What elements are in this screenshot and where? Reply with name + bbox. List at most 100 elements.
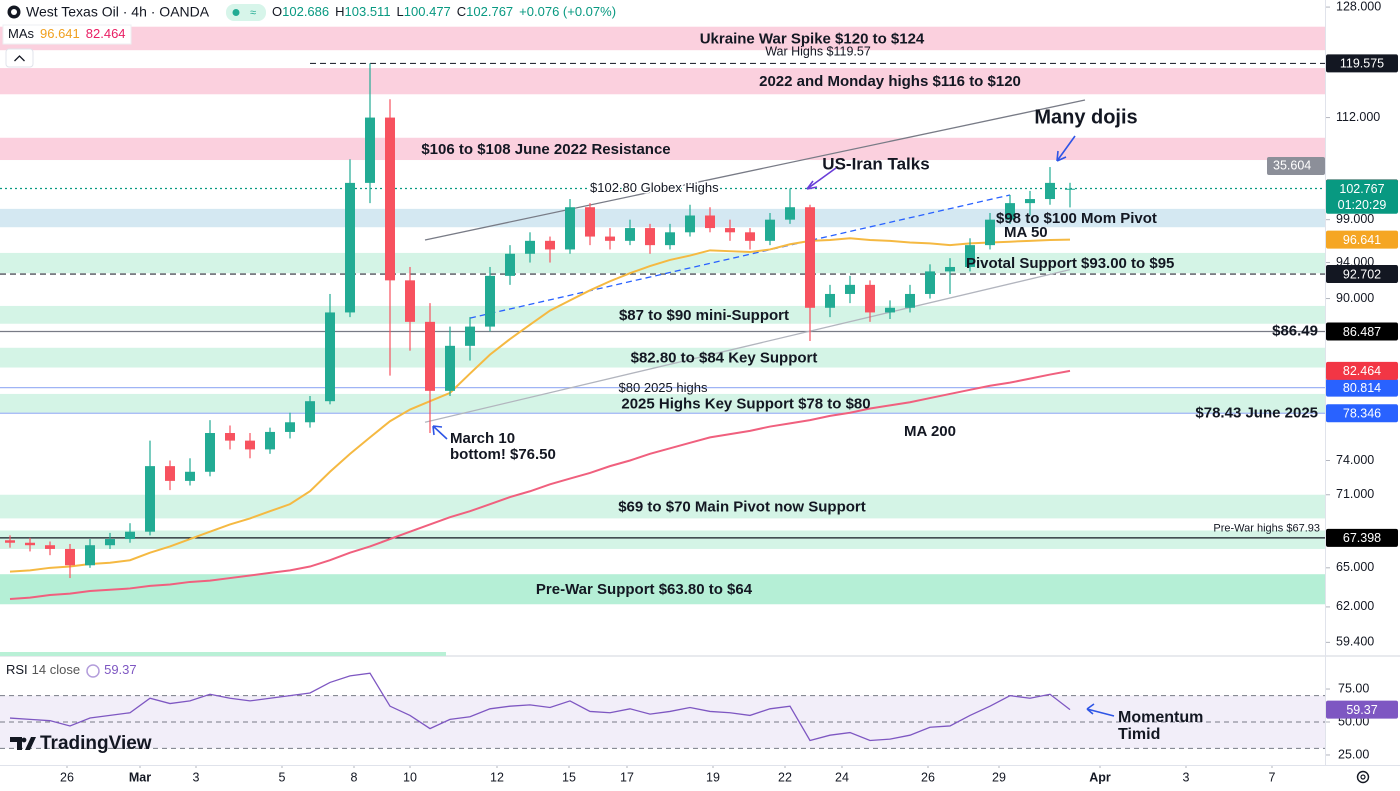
candle-body <box>545 240 555 250</box>
candle-body <box>185 471 195 481</box>
x-tick-label: 29 <box>992 770 1006 784</box>
badge-icon: ≈ <box>250 7 256 19</box>
rsi-tick-label: 75.00 <box>1338 681 1369 695</box>
candle-body <box>145 466 155 532</box>
level-price-box <box>1326 528 1398 547</box>
ohlc-label: C <box>457 4 466 19</box>
ohlc-value: 100.477 <box>404 4 451 19</box>
ohlc-label: O <box>272 4 282 19</box>
x-tick-label: 5 <box>279 770 286 784</box>
ma-value: 96.641 <box>40 26 80 41</box>
rsi-subtitle: 14 close <box>32 662 80 677</box>
candle-body <box>325 312 335 402</box>
level-price-box <box>1326 404 1398 423</box>
candle-body <box>105 539 115 546</box>
x-tick-label: 26 <box>921 770 935 784</box>
level-price-box <box>1326 54 1398 73</box>
scroll-bar <box>0 652 446 656</box>
zone-label: 2022 and Monday highs $116 to $120 <box>759 73 1021 90</box>
candle-body <box>745 232 755 241</box>
level-price: 80.814 <box>1343 381 1381 395</box>
candle-body <box>225 433 235 441</box>
annotation: MA 200 <box>904 423 956 440</box>
marks <box>5 63 1075 742</box>
arrow <box>1056 135 1076 162</box>
level-price: 119.575 <box>1340 57 1384 71</box>
level-label: $86.49 <box>1272 322 1318 339</box>
rsi-header: RSI 14 close 59.37 <box>6 662 137 677</box>
candle-body <box>165 466 175 481</box>
candle-body <box>305 401 315 423</box>
status-badge[interactable] <box>226 4 266 21</box>
candle-body <box>725 228 735 233</box>
y-tick-label: 112.000 <box>1336 110 1380 124</box>
ohlc-value: 102.767 <box>466 4 513 19</box>
x-tick-label: 8 <box>351 770 358 784</box>
candle-body <box>1065 188 1075 190</box>
trendline <box>469 194 1011 319</box>
candle-body <box>385 117 395 281</box>
countdown: 01:20:29 <box>1338 198 1387 212</box>
moving-average <box>9 369 1071 600</box>
level-price: 92.702 <box>1343 267 1381 281</box>
zone-label: $106 to $108 June 2022 Resistance <box>421 141 670 158</box>
rsi-price-box <box>1326 700 1398 719</box>
level-label: War Highs $119.57 <box>765 45 871 59</box>
candle-body <box>585 207 595 237</box>
candle-body <box>245 440 255 450</box>
candle-body <box>1005 203 1015 220</box>
zone-label: $69 to $70 Main Pivot now Support <box>618 499 866 516</box>
annotation: MA 50 <box>1004 224 1048 241</box>
ma-row: MAs 96.641 82.464 <box>8 26 126 41</box>
level-price: 78.346 <box>1343 407 1381 421</box>
zone-label: Pivotal Support $93.00 to $95 <box>966 255 1174 272</box>
candle-body <box>485 275 495 327</box>
settings-icon[interactable] <box>1356 770 1370 784</box>
annotation: bottom! $76.50 <box>450 446 556 463</box>
candle-body <box>425 321 435 391</box>
candle-body <box>645 228 655 246</box>
candle-body <box>405 280 415 322</box>
candle-body <box>685 215 695 233</box>
candle-body <box>885 307 895 313</box>
brand: TradingView <box>40 733 152 754</box>
x-tick-label: 15 <box>562 770 576 784</box>
y-tick-label: 59.400 <box>1336 635 1374 649</box>
candle-body <box>785 207 795 220</box>
candle-body <box>565 207 575 250</box>
zone <box>0 494 1325 519</box>
partial-box <box>1267 157 1325 175</box>
ohlc-row: O102.686 H103.511 L100.477 C102.767 +0.076 (… <box>272 4 616 19</box>
level-price-box <box>1326 378 1398 397</box>
arrow <box>432 425 448 440</box>
candle-body <box>265 431 275 450</box>
arrow <box>806 167 837 190</box>
level-price-box <box>1326 265 1398 284</box>
candle-body <box>865 284 875 313</box>
y-tick-label: 62.000 <box>1336 599 1374 613</box>
ma-value: 82.464 <box>86 26 126 41</box>
x-tick-label: 10 <box>403 770 417 784</box>
chart-title: West Texas Oil · 4h · OANDA <box>26 4 210 20</box>
zone <box>0 68 1325 95</box>
y-tick-label: 99.000 <box>1336 212 1374 226</box>
y-tick-label: 74.000 <box>1336 453 1374 467</box>
candle-body <box>65 548 75 566</box>
rsi-price: 59.37 <box>1346 703 1377 717</box>
ohlc-value: 103.511 <box>345 4 391 19</box>
trendline <box>424 268 1071 423</box>
candle-body <box>365 117 375 183</box>
collapse-button[interactable] <box>5 48 34 68</box>
rsi-line <box>9 672 1071 742</box>
candle-body <box>345 182 355 313</box>
candle-body <box>465 326 475 346</box>
x-tick-label: 3 <box>193 770 200 784</box>
candle-body <box>1045 182 1055 200</box>
last-price: 102.767 <box>1339 182 1384 196</box>
candle-body <box>985 219 995 246</box>
last-price-box <box>1326 179 1398 214</box>
x-tick-label: 17 <box>620 770 634 784</box>
level-label: $80 2025 highs <box>619 380 708 395</box>
moving-average <box>9 237 1071 573</box>
